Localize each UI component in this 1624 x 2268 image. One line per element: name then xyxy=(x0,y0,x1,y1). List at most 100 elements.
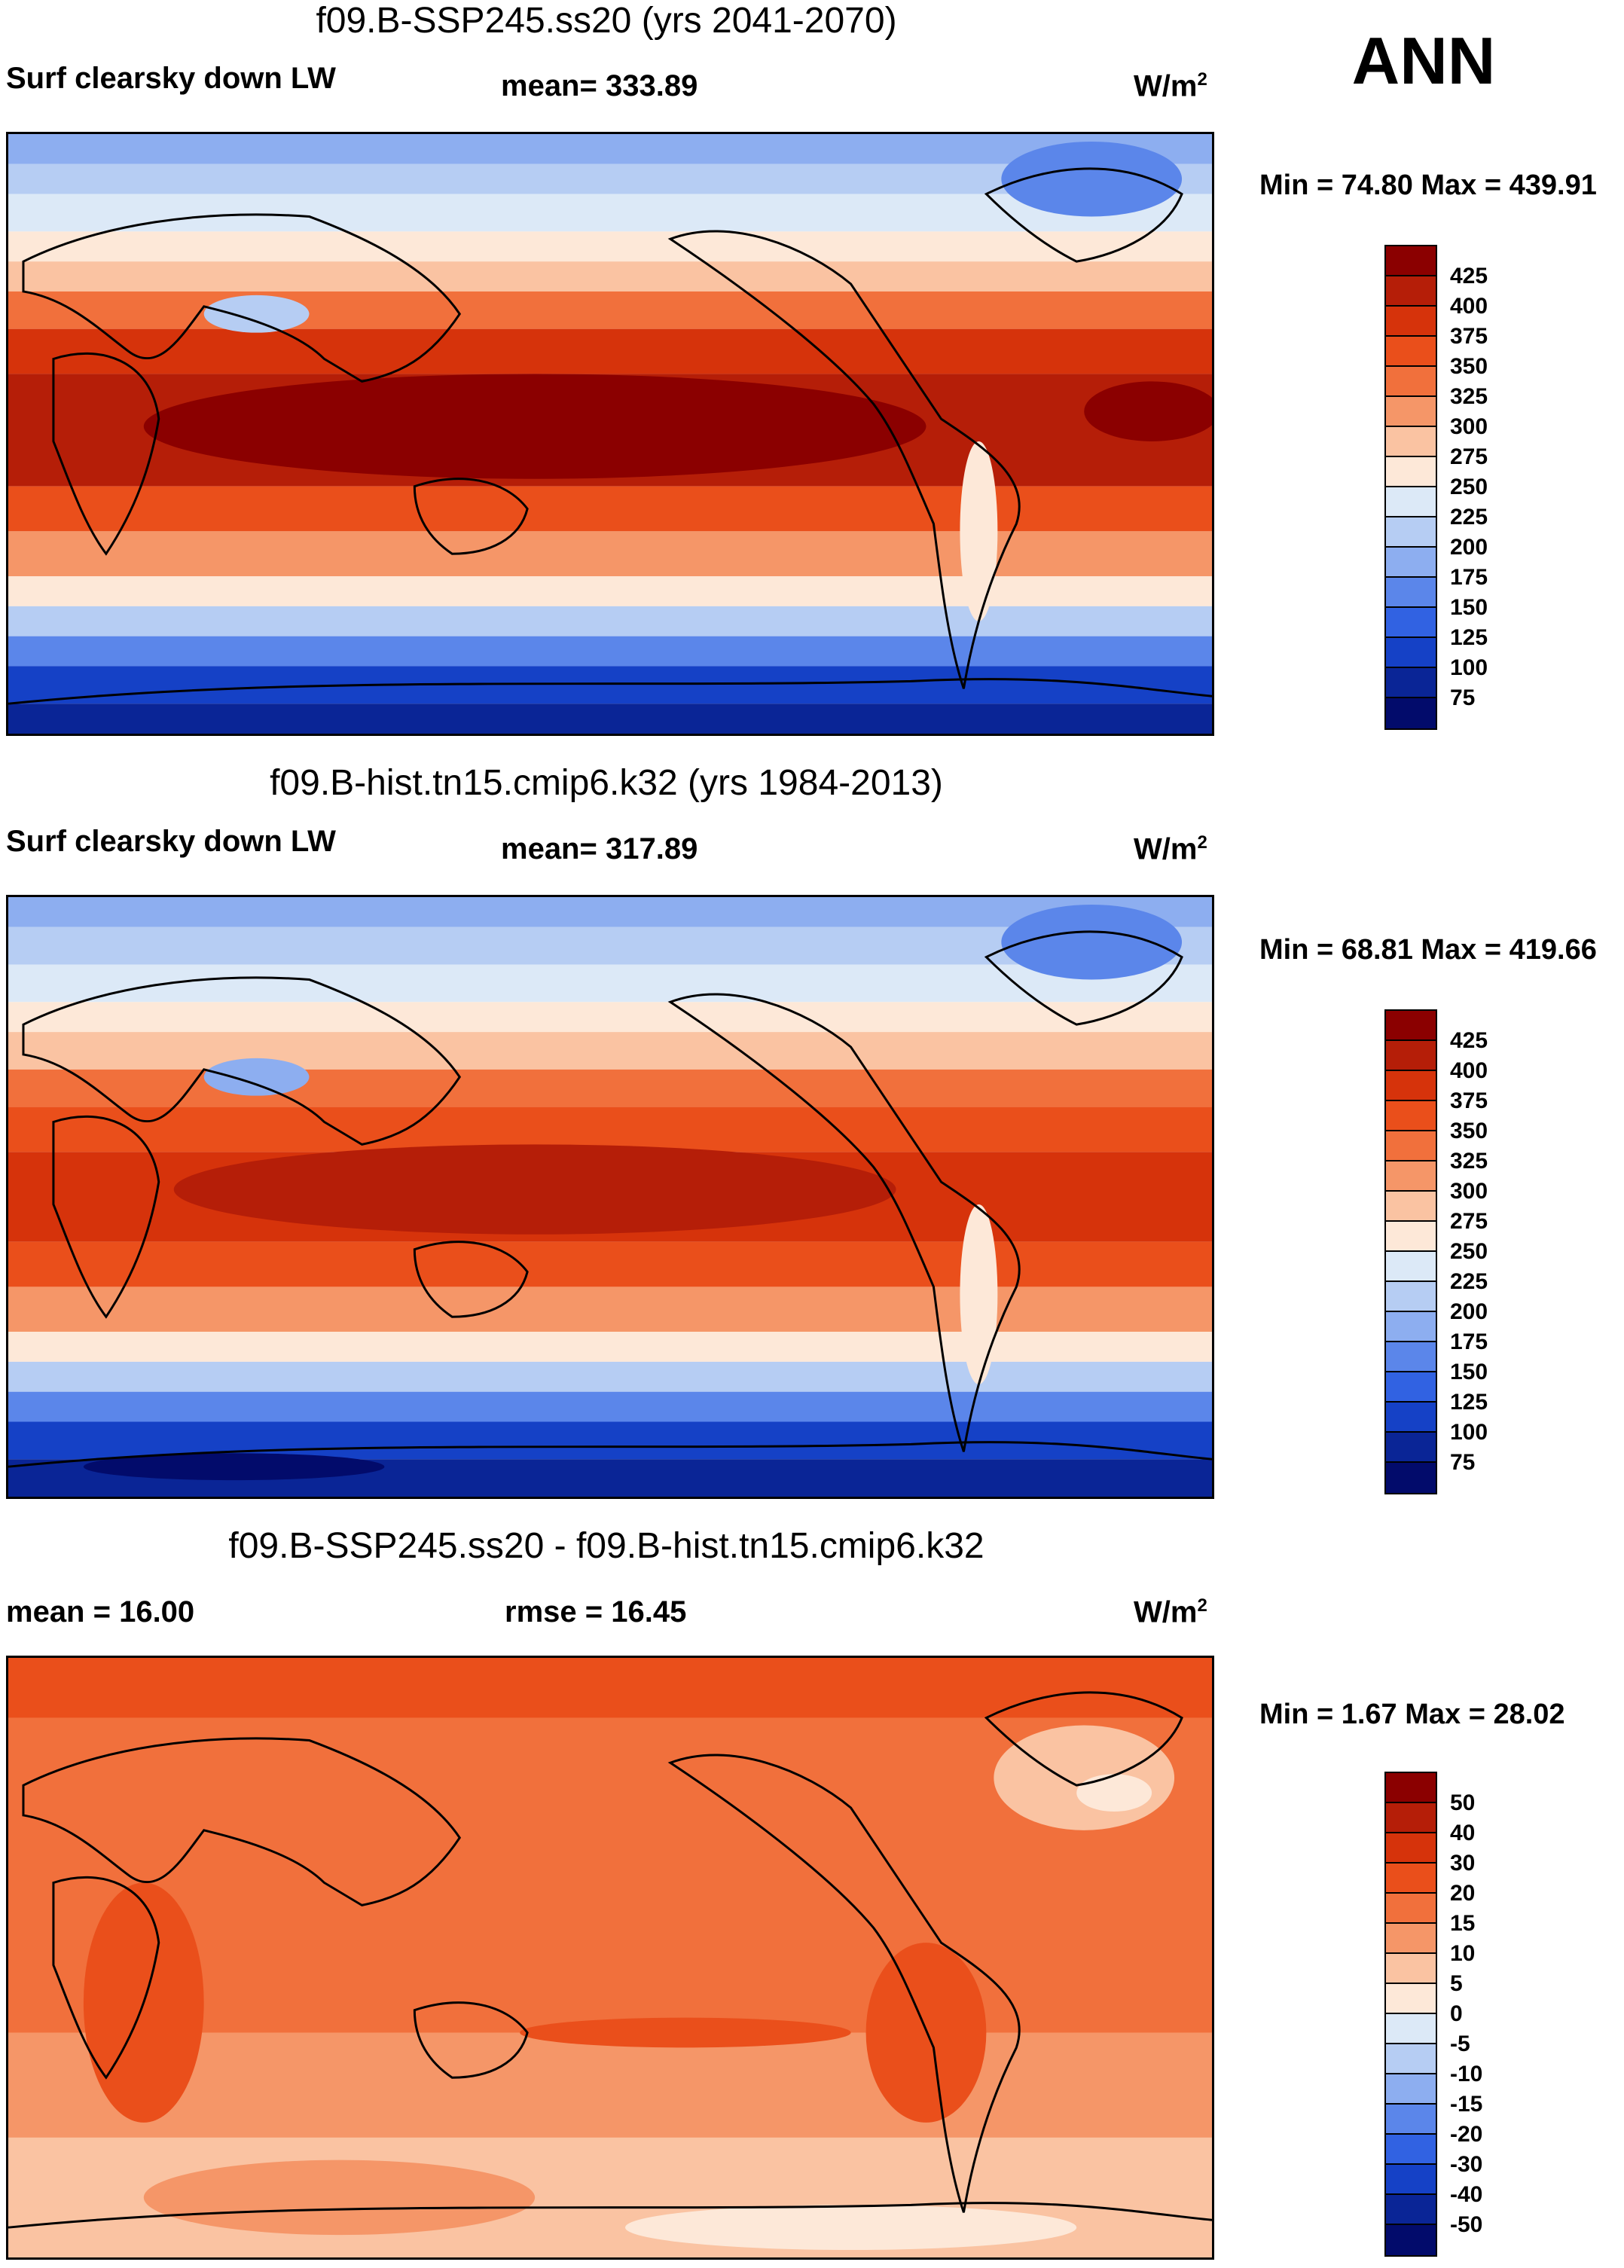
panel3-colorbar-tick: 20 xyxy=(1450,1881,1476,1906)
panel1-colorbar-tick: 75 xyxy=(1450,685,1476,710)
panel1-map xyxy=(6,132,1214,736)
panel2-colorbar-swatch xyxy=(1386,1011,1436,1041)
panel2-colorbar-tick: 200 xyxy=(1450,1299,1488,1324)
panel2-colorbar-swatch xyxy=(1386,1403,1436,1433)
panel3-colorbar-tick: -10 xyxy=(1450,2062,1483,2086)
panel1-colorbar-tick: 425 xyxy=(1450,264,1488,288)
panel1-colorbar-tick: 175 xyxy=(1450,565,1488,590)
panel1-units: W/m2 xyxy=(1134,69,1207,103)
panel3-colorbar-swatch xyxy=(1386,2074,1436,2105)
panel1-colorbar-swatch xyxy=(1386,276,1436,307)
panel2-colorbar-tick: 400 xyxy=(1450,1058,1488,1083)
panel3-colorbar-tick: -15 xyxy=(1450,2092,1483,2117)
panel2-colorbar-swatch xyxy=(1386,1252,1436,1282)
panel2-map-field xyxy=(8,897,1212,1497)
panel3-colorbar-tick: 30 xyxy=(1450,1851,1476,1876)
panel1-colorbar-tick: 125 xyxy=(1450,625,1488,650)
panel3-rmse-label: rmse = 16.45 xyxy=(505,1595,687,1629)
panel1-colorbar-tick: 350 xyxy=(1450,354,1488,379)
panel1-colorbar-swatch xyxy=(1386,517,1436,548)
panel2-colorbar-swatch xyxy=(1386,1192,1436,1222)
panel1-colorbar-swatch xyxy=(1386,487,1436,517)
panel2-colorbar-swatch xyxy=(1386,1463,1436,1493)
panel1-colorbar-swatch xyxy=(1386,457,1436,487)
panel2-colorbar-swatch xyxy=(1386,1222,1436,1252)
panel1-colorbar-tick: 150 xyxy=(1450,595,1488,620)
panel1-colorbar-tick: 200 xyxy=(1450,535,1488,560)
panel1-colorbar-swatch xyxy=(1386,578,1436,608)
panel2-colorbar-swatch xyxy=(1386,1372,1436,1403)
panel3-colorbar-swatch xyxy=(1386,2044,1436,2074)
panel2-colorbar-tick: 100 xyxy=(1450,1420,1488,1445)
panel3-colorbar-swatch xyxy=(1386,1833,1436,1864)
panel2-colorbar-swatch xyxy=(1386,1101,1436,1131)
panel2-colorbar-tick: 75 xyxy=(1450,1450,1476,1475)
panel3-colorbar-swatch xyxy=(1386,1984,1436,2014)
panel2-colorbar-swatch xyxy=(1386,1282,1436,1312)
panel2-colorbar-tick: 350 xyxy=(1450,1119,1488,1143)
panel3-colorbar-swatch xyxy=(1386,1773,1436,1803)
panel3-colorbar-tick: -20 xyxy=(1450,2122,1483,2147)
panel1-colorbar-tick: 300 xyxy=(1450,414,1488,439)
panel1-colorbar-swatch xyxy=(1386,337,1436,367)
panel1-title: f09.B-SSP245.ss20 (yrs 2041-2070) xyxy=(316,1,897,41)
panel3-colorbar-tick: 0 xyxy=(1450,2001,1463,2026)
panel1-colorbar-tick: 225 xyxy=(1450,505,1488,530)
panel1-colorbar-swatch xyxy=(1386,548,1436,578)
panel1-colorbar-swatch xyxy=(1386,367,1436,397)
panel3-minmax: Min = 1.67 Max = 28.02 xyxy=(1259,1699,1565,1730)
panel3-colorbar-swatch xyxy=(1386,2165,1436,2195)
panel1-colorbar-tick: 100 xyxy=(1450,655,1488,680)
panel2-colorbar-tick: 175 xyxy=(1450,1329,1488,1354)
panel2-colorbar-tick: 425 xyxy=(1450,1028,1488,1053)
panel1-colorbar-swatch xyxy=(1386,638,1436,668)
panel1-colorbar xyxy=(1384,245,1437,730)
panel2-colorbar-tick: 225 xyxy=(1450,1269,1488,1294)
panel2-units: W/m2 xyxy=(1134,832,1207,866)
panel3-colorbar-swatch xyxy=(1386,1954,1436,1984)
panel2-colorbar-tick: 250 xyxy=(1450,1239,1488,1264)
panel1-colorbar-swatch xyxy=(1386,608,1436,638)
panel2-colorbar-swatch xyxy=(1386,1342,1436,1372)
panel3-map-field xyxy=(8,1658,1212,2257)
panel3-colorbar-tick: -30 xyxy=(1450,2152,1483,2177)
panel2-colorbar-swatch xyxy=(1386,1071,1436,1101)
panel1-colorbar-swatch xyxy=(1386,397,1436,427)
panel3-map xyxy=(6,1656,1214,2260)
panel3-colorbar-swatch xyxy=(1386,1894,1436,1924)
panel3-colorbar-swatch xyxy=(1386,1924,1436,1954)
panel3-colorbar-swatch xyxy=(1386,1803,1436,1833)
panel3-mean-label: mean = 16.00 xyxy=(6,1595,195,1629)
panel1-colorbar-tick: 375 xyxy=(1450,324,1488,349)
panel3-colorbar-tick: -5 xyxy=(1450,2031,1470,2056)
panel2-colorbar-tick: 300 xyxy=(1450,1179,1488,1204)
panel3-colorbar-tick: -40 xyxy=(1450,2182,1483,2207)
panel2-colorbar-swatch xyxy=(1386,1131,1436,1161)
panel3-units: W/m2 xyxy=(1134,1595,1207,1629)
panel3-colorbar-swatch xyxy=(1386,1864,1436,1894)
panel2-colorbar-swatch xyxy=(1386,1312,1436,1342)
panel3-colorbar-tick: 50 xyxy=(1450,1790,1476,1815)
panel1-colorbar-tick: 275 xyxy=(1450,444,1488,469)
panel3-colorbar-swatch xyxy=(1386,2014,1436,2044)
panel2-variable-label: Surf clearsky down LW xyxy=(6,825,336,858)
panel3-colorbar-swatch xyxy=(1386,2195,1436,2225)
panel1-variable-label: Surf clearsky down LW xyxy=(6,62,336,95)
panel3-colorbar-tick: 15 xyxy=(1450,1911,1476,1936)
panel2-colorbar-tick: 125 xyxy=(1450,1390,1488,1415)
panel3-colorbar-tick: -50 xyxy=(1450,2212,1483,2237)
panel3-colorbar xyxy=(1384,1772,1437,2257)
panel1-colorbar-tick: 400 xyxy=(1450,294,1488,319)
panel2-mean-label: mean= 317.89 xyxy=(501,832,698,865)
panel2-title: f09.B-hist.tn15.cmip6.k32 (yrs 1984-2013… xyxy=(270,763,943,803)
panel2-colorbar-tick: 275 xyxy=(1450,1209,1488,1234)
panel2-colorbar-tick: 375 xyxy=(1450,1088,1488,1113)
panel3-colorbar-swatch xyxy=(1386,2135,1436,2165)
panel1-mean-label: mean= 333.89 xyxy=(501,69,698,102)
panel3-colorbar-tick: 10 xyxy=(1450,1941,1476,1966)
panel1-colorbar-swatch xyxy=(1386,246,1436,276)
panel1-map-field xyxy=(8,134,1212,734)
season-label: ANN xyxy=(1351,23,1496,98)
panel1-minmax: Min = 74.80 Max = 439.91 xyxy=(1259,169,1597,201)
panel2-colorbar-swatch xyxy=(1386,1041,1436,1071)
